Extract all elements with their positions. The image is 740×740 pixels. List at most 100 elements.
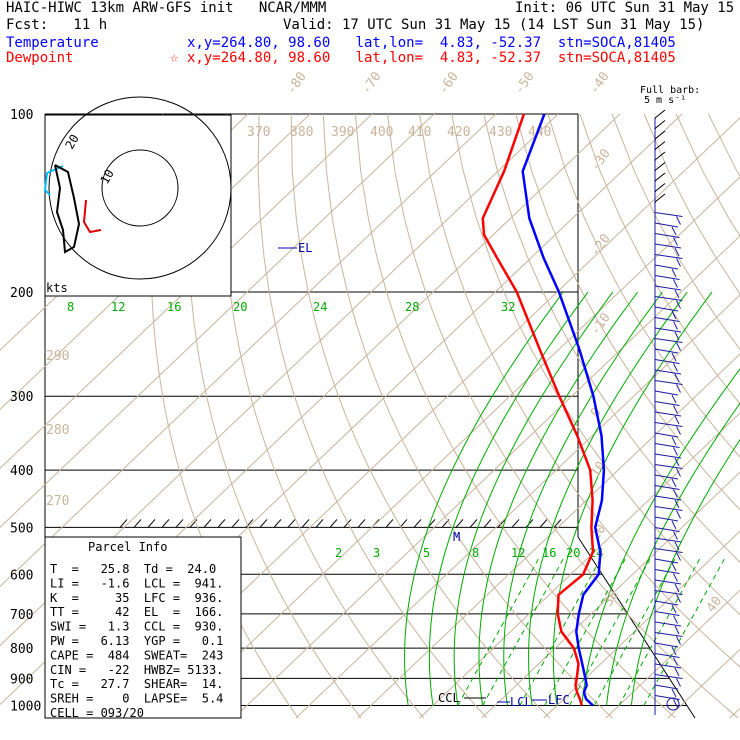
wind-barb (654, 390, 679, 396)
isotherm-tick-label: -10 (588, 310, 614, 338)
hodograph-ring-inner (101, 149, 179, 227)
wind-barb (654, 109, 666, 119)
hatch-mark (525, 519, 534, 528)
parcel-info-row: SWI = 1.3 CCL = 930. (50, 620, 223, 634)
wind-barb (654, 569, 680, 574)
temperature-legend-label: Temperature (6, 35, 99, 51)
surface-wind-circle (666, 697, 680, 711)
hatch-mark (553, 519, 562, 528)
pressure-tick-label: 700 (10, 608, 33, 623)
forecast-hour: Fcst: 11 h (6, 17, 108, 33)
mixing-ratio-line (593, 556, 677, 706)
hatch-mark (259, 519, 268, 528)
hatch-mark (217, 519, 226, 528)
star-icon: ☆ (170, 50, 179, 66)
wind-barb (654, 359, 680, 364)
isotherm-tick-label: -20 (588, 231, 614, 259)
pressure-tick-label: 400 (10, 464, 33, 479)
wind-barb-feather (676, 510, 681, 519)
wind-barb-feather (674, 415, 680, 425)
wind-barb-feather (676, 342, 681, 351)
isotherm-line (0, 113, 497, 588)
isotherm-line (0, 113, 373, 470)
wind-barb (654, 275, 680, 280)
sounding-annotations: EL M CCL LCL LFC (278, 241, 570, 709)
sounding-profiles (481, 113, 606, 707)
moist-adiabat-label: 24 (313, 300, 327, 314)
hatch-mark (203, 519, 212, 528)
isotherm-line (0, 113, 435, 529)
hatch-mark (399, 519, 408, 528)
wind-barb (654, 653, 680, 658)
moist-adiabat-line (581, 368, 740, 706)
isotherm-tick-label: -30 (588, 146, 614, 174)
wind-barb-feather (676, 216, 681, 225)
wind-barb (654, 464, 683, 469)
wind-barb-feather (674, 289, 680, 299)
wind-barb-feather (674, 457, 680, 467)
pressure-tick-label: 900 (10, 672, 33, 687)
wind-barb-feather (674, 247, 680, 257)
wind-barb (654, 495, 682, 501)
wind-barb-feather (676, 258, 681, 267)
wind-barb (654, 558, 679, 564)
isotherm-tick-label: -70 (359, 69, 385, 97)
pressure-tick-label: 500 (10, 521, 33, 536)
wind-barb-feather (676, 552, 681, 561)
moist-adiabat-label: 28 (405, 300, 419, 314)
dry-adiabat-line (451, 113, 740, 616)
lcl-label: LCL (510, 695, 532, 709)
wind-barb-feather (676, 300, 681, 309)
wind-barb-feather (673, 531, 678, 540)
pressure-tick-label: 300 (10, 390, 33, 405)
parcel-info-box (44, 536, 242, 719)
barb-legend-line1: Full barb: (640, 85, 701, 96)
ccl-label: CCL (438, 691, 460, 705)
wind-barb (654, 120, 666, 129)
wind-barb-feather (674, 667, 680, 677)
wind-barb (654, 684, 679, 690)
hodograph-panel: 10 20 kts (43, 96, 232, 297)
hatch-mark (343, 519, 352, 528)
barb-legend-line2: 5 m s⁻¹ (644, 95, 687, 106)
hatch-mark (147, 519, 156, 528)
moist-adiabat-line (404, 291, 564, 706)
isotherm-line (0, 113, 559, 647)
wind-barb (654, 264, 679, 270)
dry-adiabat-line (547, 113, 740, 458)
hodograph-ring-outer-label: 20 (62, 132, 81, 152)
hatch-mark (497, 519, 506, 528)
wind-barb (654, 485, 680, 490)
wind-barb (654, 380, 683, 385)
wind-barb (654, 674, 683, 679)
dry-adiabat-line (322, 113, 613, 719)
wind-barb (654, 516, 679, 522)
moist-adiabat-grid (404, 291, 740, 706)
wind-barb (654, 212, 683, 217)
wind-barb (654, 317, 680, 322)
wind-barb (654, 306, 679, 312)
wind-barb-feather (673, 573, 678, 582)
wind-barb (654, 632, 683, 637)
dry-adiabat-line (643, 113, 740, 295)
mixing-ratio-label: 8 (472, 546, 479, 560)
wind-barb-feather (676, 468, 681, 477)
pressure-axis-labels: 100 200 300 400 500 600 700 800 900 1000 (10, 108, 41, 714)
wind-barb-feather (673, 657, 678, 666)
mixing-ratio-line (457, 556, 541, 706)
wind-barb (654, 443, 680, 448)
wind-barb-feather (671, 520, 677, 530)
theta-top-label: 390 (331, 125, 354, 140)
wind-barb (654, 141, 666, 150)
hatch-mark (287, 519, 296, 528)
wind-barb-feather (674, 625, 680, 635)
wind-barb-feather (671, 352, 677, 362)
temperature-profile-line (521, 113, 606, 707)
wind-barb-feather (674, 541, 680, 551)
wind-barb (654, 193, 666, 203)
wind-barb-feather (676, 384, 681, 393)
wind-barb (654, 151, 666, 161)
wind-barb-feather (674, 499, 680, 509)
wind-barb-feather (673, 615, 678, 624)
